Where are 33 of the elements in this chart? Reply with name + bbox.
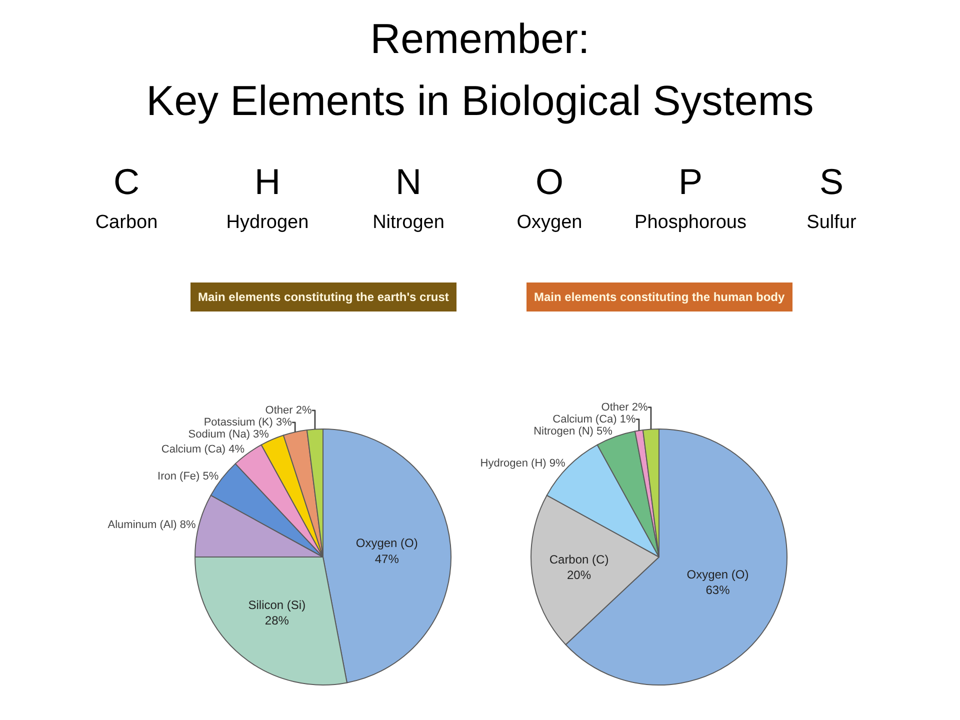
slice-label: Nitrogen (N) 5% xyxy=(534,425,613,438)
data-label: 63% xyxy=(706,583,730,598)
text: P xyxy=(677,160,704,204)
text: Sulfur xyxy=(806,211,858,235)
slice-label: Other 2% xyxy=(265,404,312,416)
slice-label: Hydrogen (H) 9% xyxy=(480,457,566,470)
data-label: 47% xyxy=(374,552,400,566)
slice-label: Calcium (Ca) 4% xyxy=(161,444,245,456)
slice-label: Oxygen (O) xyxy=(686,568,749,582)
slice-label: Carbon (C) xyxy=(549,552,609,566)
text: Oxygen xyxy=(516,211,584,235)
slice-label: Silicon (Si) xyxy=(248,598,306,612)
text: H xyxy=(254,160,282,204)
text: Phosphorous xyxy=(634,211,748,235)
slice-label: Oxygen (O) xyxy=(356,536,418,550)
text: Hydrogen xyxy=(225,211,310,235)
slice-label: Calcium (Ca) 1% xyxy=(552,413,636,426)
text: Remember: Key Elements in Biological Systems xyxy=(145,14,815,126)
text: N xyxy=(394,160,422,204)
text: O xyxy=(534,160,564,204)
chart-title: Main elements constituting the human body xyxy=(534,290,786,304)
slice-label: Other 2% xyxy=(601,401,648,414)
slice-label: Iron (Fe) 5% xyxy=(158,470,219,482)
slice-label: Sodium (Na) 3% xyxy=(188,428,270,440)
text: Nitrogen xyxy=(372,211,446,235)
data-label: 20% xyxy=(567,568,592,582)
chart-title: Main elements constituting the earth's crust xyxy=(198,290,449,304)
slice-label: Potassium (K) 3% xyxy=(204,416,292,428)
text: Carbon xyxy=(94,211,159,235)
text: S xyxy=(818,160,844,204)
slice-label: Aluminum (Al) 8% xyxy=(108,518,196,531)
text: C xyxy=(112,160,140,204)
data-label: 28% xyxy=(264,614,290,628)
